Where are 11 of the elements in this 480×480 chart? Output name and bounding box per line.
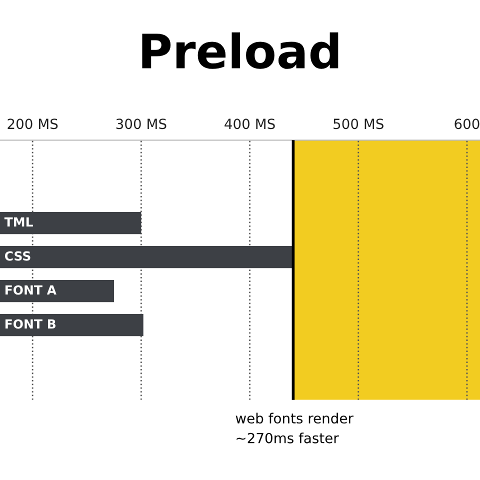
y-tick-label: FONT A bbox=[5, 285, 56, 295]
x-tick-label: 300 MS bbox=[116, 118, 166, 130]
chart-title: Preload bbox=[142, 32, 338, 69]
x-tick-label: 400 MS bbox=[224, 118, 275, 130]
x-tick-label: 500 MS bbox=[334, 118, 384, 130]
x-tick-label: 200 MS bbox=[8, 118, 58, 130]
x-tick-label: 600 bbox=[454, 118, 480, 130]
y-tick-label: FONT B bbox=[5, 319, 56, 329]
y-tick-label: TML bbox=[4, 217, 33, 227]
y-tick-label: CSS bbox=[4, 251, 30, 261]
text: web fonts render ~270ms faster bbox=[236, 412, 354, 444]
